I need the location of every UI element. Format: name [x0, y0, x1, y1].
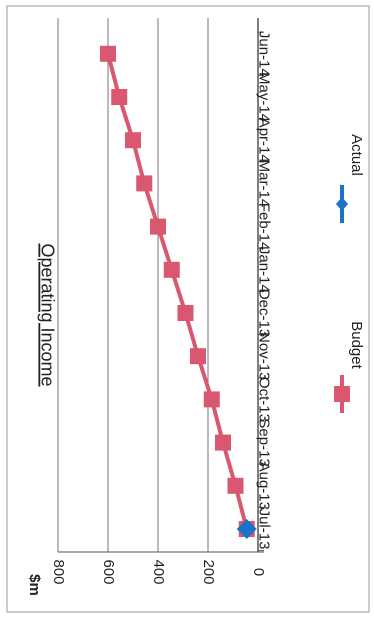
x-tick-group: Jan-14: [256, 247, 273, 293]
x-tick-group: Jun-14: [256, 31, 273, 77]
axes: [58, 18, 264, 553]
x-tick-group: Feb-14: [256, 203, 273, 251]
x-tick-label: Mar-14: [256, 160, 273, 208]
y-tick-group: 400: [150, 559, 167, 584]
x-tick-label: May-14: [256, 72, 273, 122]
x-tick-label: Oct-13: [256, 377, 273, 422]
point-budget: [227, 477, 244, 494]
legend: Budget Actual: [334, 134, 365, 413]
y-axis-label: $m: [26, 574, 43, 596]
gridlines: [57, 18, 209, 552]
legend-item-budget: Budget: [334, 321, 365, 413]
x-tick-group: Nov-13: [256, 332, 273, 380]
point-budget: [163, 261, 180, 278]
x-tick-label: Apr-14: [256, 118, 273, 163]
point-budget: [150, 218, 166, 235]
x-tick-label: Jul-13: [256, 509, 273, 550]
y-axis-label-group: $m: [26, 574, 43, 596]
y-tick-label: 400: [150, 559, 167, 584]
x-tick-label: Jun-14: [256, 31, 273, 77]
legend-label: Actual: [348, 134, 365, 176]
legend-label: Budget: [348, 321, 365, 369]
legend-marker: [334, 386, 350, 402]
y-tick-label: 0: [250, 568, 267, 576]
legend-marker: [336, 197, 348, 211]
y-tick-group: 800: [50, 559, 67, 584]
y-tick-group: 200: [200, 559, 217, 584]
x-tick-group: Sep-13: [256, 418, 273, 466]
legend-item-actual: Actual: [336, 134, 365, 223]
x-tick-group: Apr-14: [256, 118, 273, 163]
y-tick-label: 600: [100, 559, 117, 584]
x-tick-label: Feb-14: [256, 203, 273, 251]
point-actual: [236, 519, 257, 539]
point-budget: [203, 391, 220, 408]
series-layer: [100, 45, 257, 539]
y-tick-label: 200: [200, 559, 217, 584]
y-tick-label: 800: [50, 559, 67, 584]
y-tick-labels: 0 200 400 600 800: [50, 559, 267, 584]
x-tick-label: Sep-13: [256, 418, 273, 466]
point-budget: [215, 434, 231, 451]
x-tick-label: Dec-13: [256, 289, 273, 337]
point-budget: [190, 348, 206, 365]
x-tick-label: Aug-13: [256, 462, 273, 510]
x-tick-group: Oct-13: [256, 377, 273, 422]
y-tick-group: 0: [250, 568, 267, 576]
x-tick-label: Jan-14: [256, 247, 273, 293]
chart-title: Operating Income: [37, 243, 57, 386]
x-tick-group: Mar-14: [256, 160, 273, 208]
point-budget: [177, 305, 194, 321]
x-tick-labels: Jul-13Aug-13Sep-13Oct-13Nov-13Dec-13Jan-…: [256, 31, 273, 550]
point-budget: [125, 132, 141, 149]
point-budget: [136, 175, 153, 192]
point-budget: [111, 89, 128, 105]
point-budget: [100, 45, 116, 62]
y-tick-group: 600: [100, 559, 117, 584]
legend-text-group: Budget: [348, 321, 365, 369]
x-tick-group: May-14: [256, 72, 273, 122]
chart-title-group: Operating Income: [37, 243, 57, 386]
legend-text-group: Actual: [348, 134, 365, 176]
x-tick-label: Nov-13: [256, 332, 273, 380]
x-tick-group: Aug-13: [256, 462, 273, 510]
x-tick-group: Dec-13: [256, 289, 273, 337]
x-tick-group: Jul-13: [256, 509, 273, 550]
